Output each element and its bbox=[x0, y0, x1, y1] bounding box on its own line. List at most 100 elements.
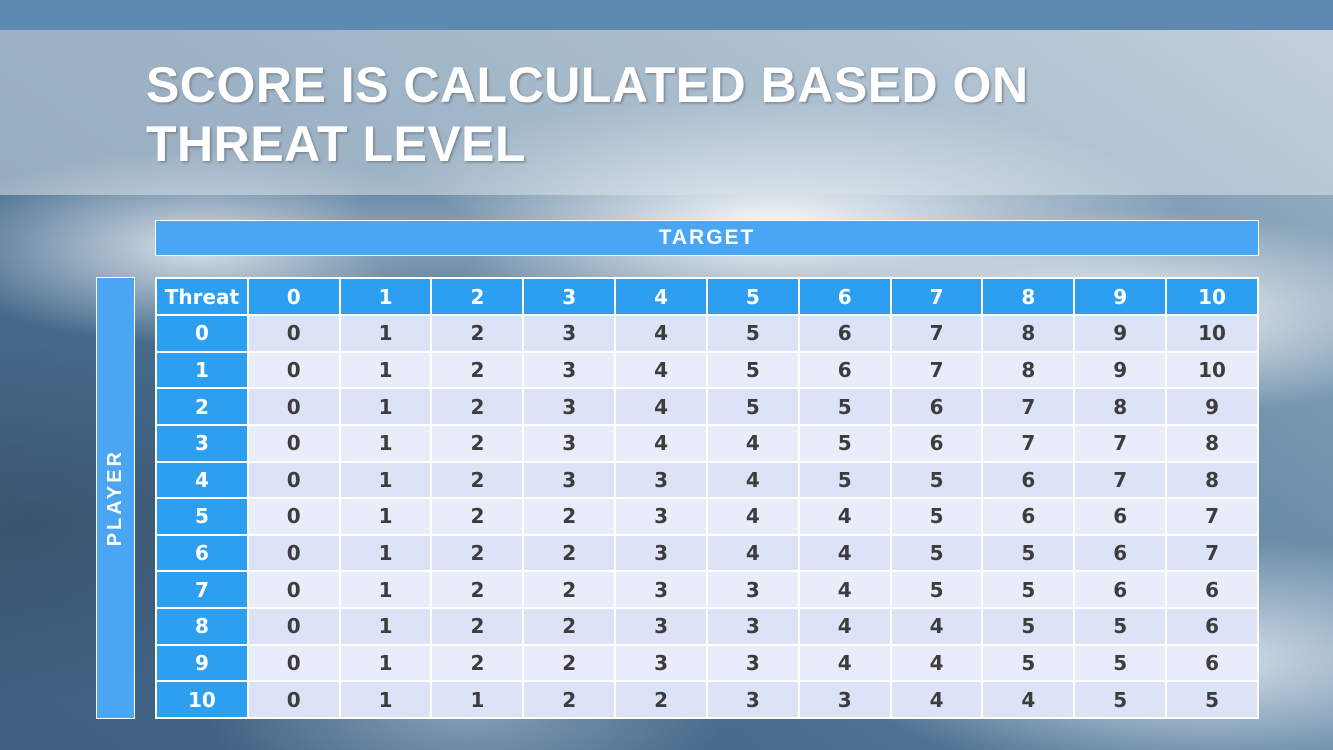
score-cell: 7 bbox=[1166, 498, 1259, 536]
row-header-1: 1 bbox=[156, 351, 249, 390]
score-cell: 1 bbox=[339, 461, 433, 500]
row-header-4: 4 bbox=[156, 461, 249, 500]
score-cell: 5 bbox=[982, 644, 1076, 683]
score-cell: 2 bbox=[431, 315, 525, 353]
row-header-10: 10 bbox=[156, 681, 249, 719]
score-cell: 1 bbox=[339, 498, 433, 536]
score-cell: 4 bbox=[890, 644, 984, 683]
score-cell: 6 bbox=[890, 388, 984, 426]
score-cell: 5 bbox=[706, 388, 800, 426]
score-cell: 9 bbox=[1166, 388, 1259, 426]
row-header-8: 8 bbox=[156, 608, 249, 646]
score-cell: 2 bbox=[523, 571, 617, 609]
col-header-5: 5 bbox=[706, 278, 800, 316]
score-cell: 4 bbox=[798, 608, 892, 646]
target-label: TARGET bbox=[658, 226, 756, 249]
score-cell: 2 bbox=[431, 498, 525, 536]
score-cell: 4 bbox=[798, 644, 892, 683]
title-band: SCORE IS CALCULATED BASED ON THREAT LEVEL bbox=[0, 30, 1333, 195]
row-header-7: 7 bbox=[156, 571, 249, 609]
score-cell: 2 bbox=[523, 608, 617, 646]
score-cell: 0 bbox=[247, 351, 341, 390]
score-cell: 5 bbox=[1074, 681, 1168, 719]
score-cell: 0 bbox=[247, 388, 341, 426]
score-cell: 6 bbox=[1074, 534, 1168, 573]
score-cell: 6 bbox=[1074, 571, 1168, 609]
score-cell: 6 bbox=[798, 315, 892, 353]
player-label: PLAYER bbox=[104, 449, 126, 547]
score-cell: 1 bbox=[339, 681, 433, 719]
score-cell: 0 bbox=[247, 571, 341, 609]
score-cell: 2 bbox=[431, 351, 525, 390]
score-cell: 5 bbox=[982, 571, 1076, 609]
score-table: Threat 0 1 2 3 4 5 6 7 8 9 10 0 0 1 2 3 4 5 6 7 8 9 10 1 0 1 2 3 4 5 6… bbox=[155, 277, 1259, 719]
score-cell: 5 bbox=[798, 461, 892, 500]
score-cell: 1 bbox=[339, 608, 433, 646]
score-cell: 8 bbox=[1166, 424, 1259, 463]
score-cell: 6 bbox=[1166, 571, 1259, 609]
score-cell: 4 bbox=[615, 388, 708, 426]
score-cell: 4 bbox=[706, 424, 800, 463]
score-cell: 5 bbox=[798, 388, 892, 426]
row-header-5: 5 bbox=[156, 498, 249, 536]
score-cell: 5 bbox=[890, 498, 984, 536]
score-cell: 8 bbox=[982, 315, 1076, 353]
score-cell: 1 bbox=[339, 315, 433, 353]
score-cell: 9 bbox=[1074, 351, 1168, 390]
row-header-3: 3 bbox=[156, 424, 249, 463]
score-cell: 3 bbox=[615, 571, 708, 609]
score-cell: 3 bbox=[523, 424, 617, 463]
score-cell: 0 bbox=[247, 424, 341, 463]
score-cell: 3 bbox=[523, 461, 617, 500]
score-cell: 4 bbox=[706, 498, 800, 536]
player-axis-band: PLAYER bbox=[96, 277, 135, 719]
score-cell: 5 bbox=[890, 571, 984, 609]
score-cell: 0 bbox=[247, 498, 341, 536]
score-cell: 2 bbox=[523, 644, 617, 683]
score-cell: 5 bbox=[890, 534, 984, 573]
col-header-4: 4 bbox=[615, 278, 708, 316]
score-cell: 3 bbox=[706, 571, 800, 609]
score-cell: 5 bbox=[1166, 681, 1259, 719]
score-cell: 1 bbox=[339, 351, 433, 390]
score-cell: 5 bbox=[706, 315, 800, 353]
score-cell: 9 bbox=[1074, 315, 1168, 353]
row-header-0: 0 bbox=[156, 315, 249, 353]
row-header-6: 6 bbox=[156, 534, 249, 573]
score-cell: 2 bbox=[523, 681, 617, 719]
score-cell: 10 bbox=[1166, 315, 1259, 353]
score-cell: 3 bbox=[523, 315, 617, 353]
target-axis-band: TARGET bbox=[155, 220, 1259, 256]
score-table-head: Threat 0 1 2 3 4 5 6 7 8 9 10 bbox=[156, 278, 1259, 316]
score-cell: 0 bbox=[247, 681, 341, 719]
score-cell: 5 bbox=[1074, 608, 1168, 646]
score-cell: 7 bbox=[982, 388, 1076, 426]
score-cell: 4 bbox=[890, 608, 984, 646]
row-header-2: 2 bbox=[156, 388, 249, 426]
col-header-10: 10 bbox=[1166, 278, 1259, 316]
score-cell: 2 bbox=[523, 534, 617, 573]
score-cell: 3 bbox=[798, 681, 892, 719]
row-header-9: 9 bbox=[156, 644, 249, 683]
score-cell: 4 bbox=[890, 681, 984, 719]
score-cell: 5 bbox=[798, 424, 892, 463]
score-cell: 4 bbox=[982, 681, 1076, 719]
score-row-10: 10 0 1 1 2 2 3 3 4 4 5 5 bbox=[156, 681, 1259, 719]
score-cell: 4 bbox=[615, 315, 708, 353]
score-cell: 7 bbox=[1166, 534, 1259, 573]
score-cell: 8 bbox=[982, 351, 1076, 390]
title-line1: SCORE IS CALCULATED BASED ON bbox=[146, 57, 1029, 113]
score-cell: 8 bbox=[1074, 388, 1168, 426]
score-table-body: 0 0 1 2 3 4 5 6 7 8 9 10 1 0 1 2 3 4 5 6 7 8 9 10 2 0 1 2 3 4 5 5 6 7 8 9 3 0… bbox=[156, 315, 1259, 719]
score-cell: 2 bbox=[431, 608, 525, 646]
col-header-8: 8 bbox=[982, 278, 1076, 316]
score-cell: 6 bbox=[982, 498, 1076, 536]
score-cell: 5 bbox=[982, 534, 1076, 573]
score-cell: 7 bbox=[890, 315, 984, 353]
